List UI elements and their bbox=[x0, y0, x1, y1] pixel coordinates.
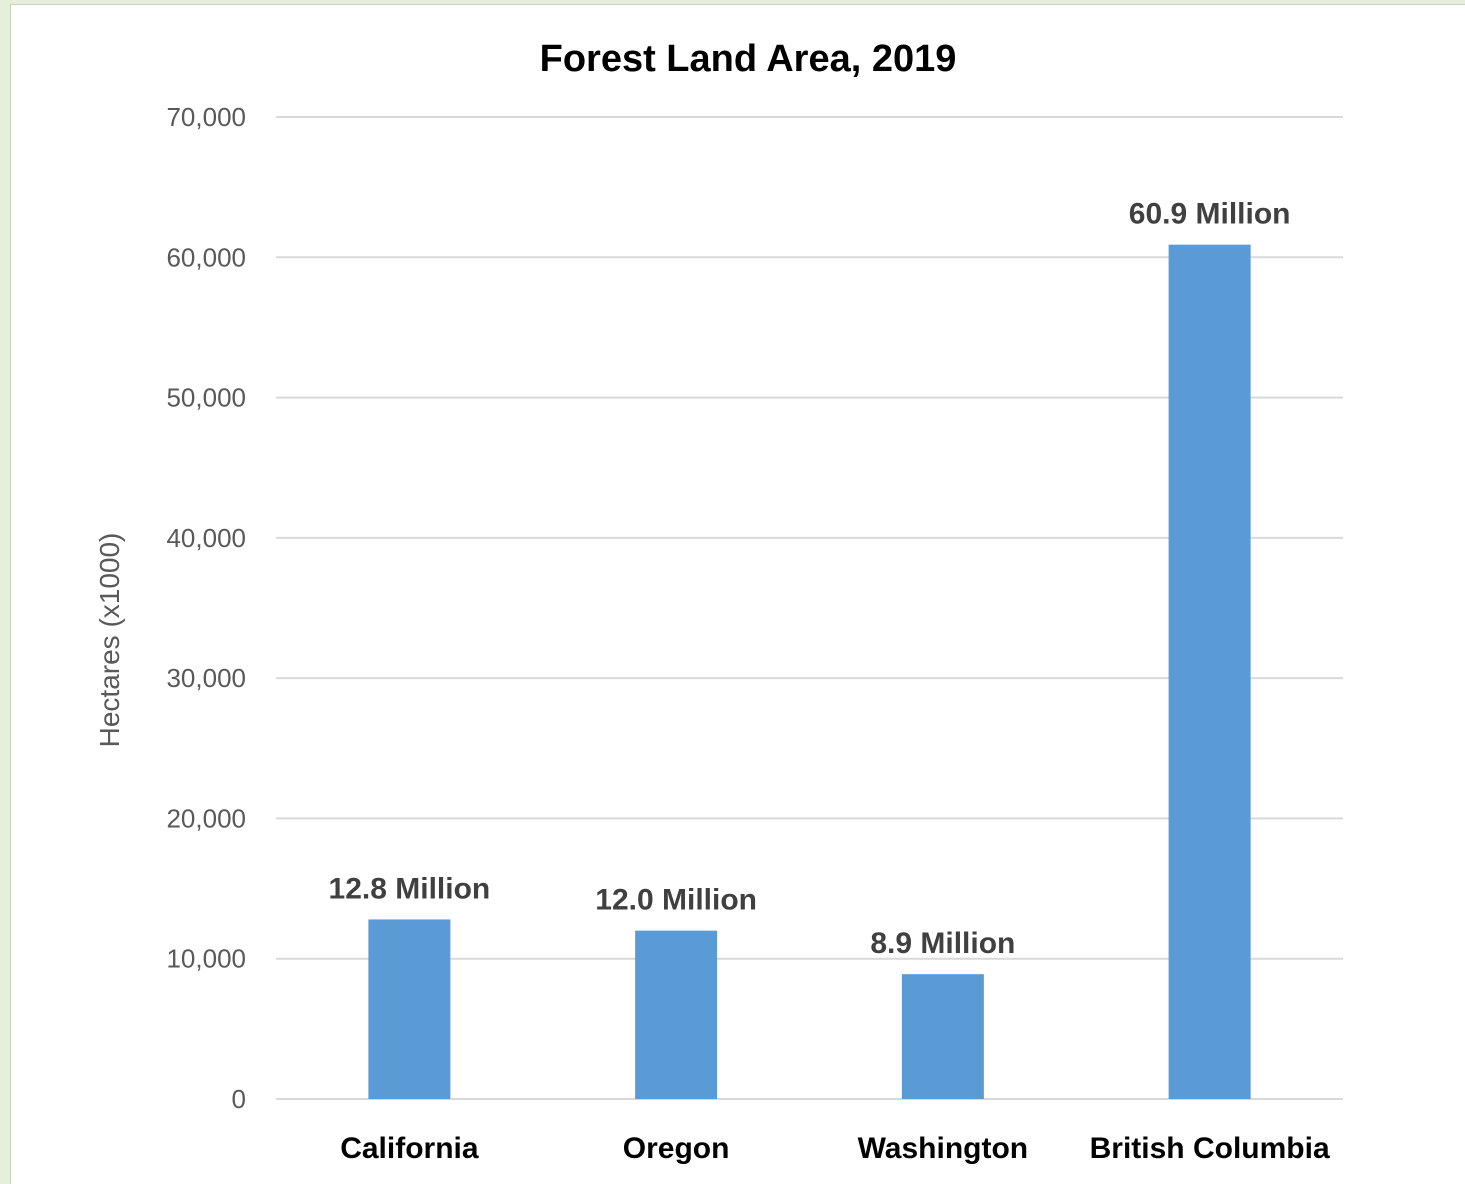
bar-oregon bbox=[635, 930, 718, 1099]
y-tick-label: 20,000 bbox=[166, 803, 246, 833]
bar-california bbox=[368, 919, 451, 1099]
data-label: 60.9 Million bbox=[1129, 198, 1291, 231]
data-label: 12.0 Million bbox=[595, 884, 757, 917]
y-tick-label: 30,000 bbox=[166, 663, 246, 693]
y-tick-label: 50,000 bbox=[166, 383, 246, 413]
gridlines bbox=[276, 116, 1343, 1100]
y-axis-ticks: 0 10,000 20,000 30,000 40,000 50,000 60,000 70,… bbox=[166, 102, 246, 1114]
y-tick-label: 0 bbox=[232, 1084, 246, 1114]
y-tick-label: 10,000 bbox=[166, 944, 246, 974]
data-label: 8.9 Million bbox=[870, 927, 1015, 960]
y-tick-label: 70,000 bbox=[166, 102, 246, 132]
bar-british-columbia bbox=[1168, 244, 1251, 1099]
x-axis-ticks: California Oregon Washington British Columb… bbox=[340, 1132, 1330, 1165]
bar-washington bbox=[901, 974, 984, 1099]
x-tick-label: Oregon bbox=[623, 1132, 730, 1165]
x-tick-label: British Columbia bbox=[1090, 1132, 1330, 1165]
data-label: 12.8 Million bbox=[329, 872, 491, 905]
x-tick-label: Washington bbox=[858, 1132, 1029, 1165]
chart-title: Forest Land Area, 2019 bbox=[540, 38, 957, 80]
y-tick-label: 40,000 bbox=[166, 523, 246, 553]
y-axis-label: Hectares (x1000) bbox=[94, 533, 125, 748]
y-tick-label: 60,000 bbox=[166, 242, 246, 272]
x-tick-label: California bbox=[340, 1132, 479, 1165]
bars bbox=[368, 244, 1251, 1099]
data-labels: 12.8 Million 12.0 Million 8.9 Million 60.9 … bbox=[329, 198, 1291, 960]
